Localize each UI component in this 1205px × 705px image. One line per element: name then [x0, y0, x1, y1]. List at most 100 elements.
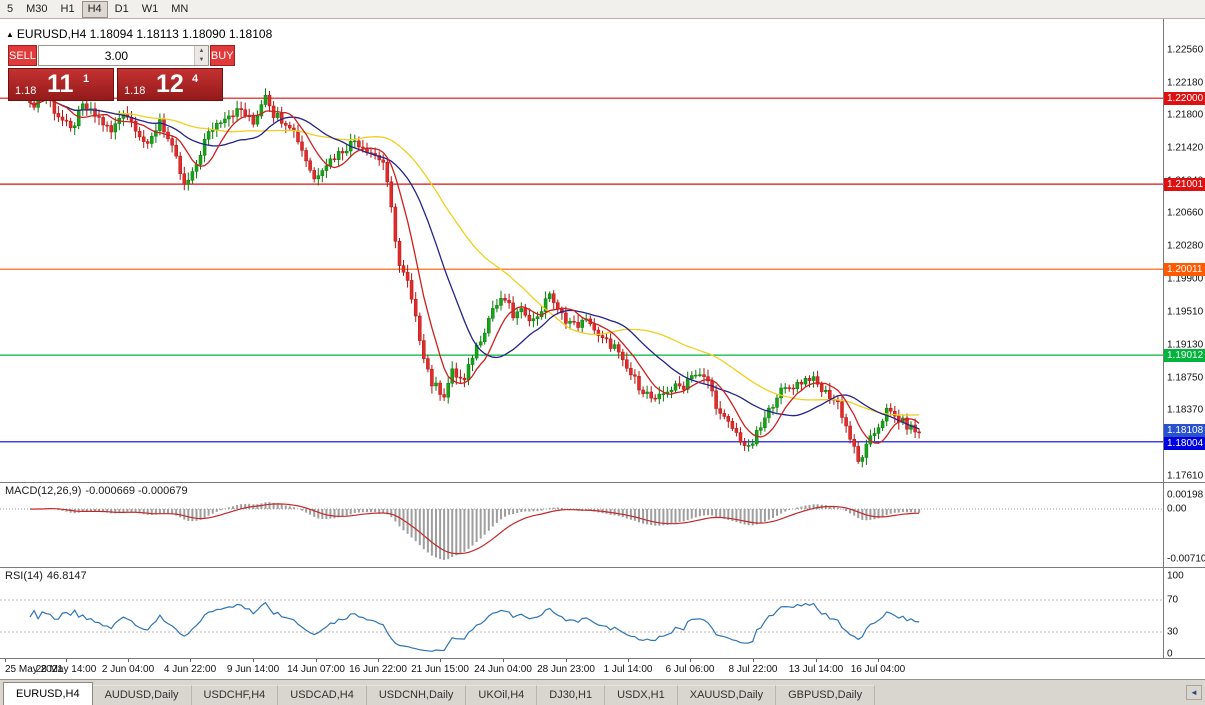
time-axis-label: 28 May 14:00	[35, 664, 97, 675]
chart-tab-xauusd-daily[interactable]: XAUUSD,Daily	[677, 685, 777, 705]
price-axis-label: 1.21800	[1167, 109, 1204, 121]
price-axis: 1.225601.221801.218001.214201.210401.206…	[1163, 19, 1205, 482]
sell-price-button[interactable]: 1.18 11 1	[8, 68, 114, 101]
time-axis-label: 16 Jul 04:00	[850, 664, 906, 675]
macd-canvas	[0, 502, 1163, 560]
tab-scroll-button[interactable]: ◄	[1186, 685, 1202, 700]
macd-label: MACD(12,26,9) -0.000669 -0.000679	[5, 485, 188, 497]
chart-tab-eurusd-h4[interactable]: EURUSD,H4	[3, 682, 93, 705]
timeframe-button-d1[interactable]: D1	[109, 1, 135, 18]
timeframe-button-5[interactable]: 5	[1, 1, 19, 18]
time-axis-tick	[190, 659, 191, 662]
price-axis-label: 1.17610	[1167, 470, 1204, 482]
price-axis-label: 1.19130	[1167, 339, 1204, 351]
price-axis-label: 1.19900	[1167, 273, 1204, 285]
timeframe-button-m30[interactable]: M30	[20, 1, 53, 18]
macd-panel[interactable]: MACD(12,26,9) -0.000669 -0.000679 0.00198…	[0, 482, 1205, 567]
one-click-trade-panel: SELL ▲ ▼ BUY 1.18 11 1 1.18	[8, 45, 235, 101]
sell-price-prefix: 1.18	[15, 85, 37, 97]
macd-axis-label: -0.00710	[1167, 553, 1205, 565]
timeframe-toolbar: 5 M30 H1 H4 D1 W1 MN	[0, 0, 1205, 19]
price-chart-canvas[interactable]	[0, 19, 1163, 482]
time-axis-label: 13 Jul 14:00	[788, 664, 844, 675]
time-axis-label: 1 Jul 14:00	[603, 664, 653, 675]
time-axis-label: 6 Jul 06:00	[665, 664, 715, 675]
macd-axis: 0.00198 0.00 -0.00710	[1163, 483, 1205, 567]
chart-tab-ukoil-h4[interactable]: UKOil,H4	[466, 685, 538, 705]
chart-marker-icon: ▲	[6, 30, 14, 39]
rsi-axis-label: 0	[1167, 648, 1173, 660]
timeframe-button-h1[interactable]: H1	[55, 1, 81, 18]
rsi-axis: 100 70 30 0	[1163, 568, 1205, 660]
rsi-value: 46.8147	[46, 570, 87, 582]
chart-tab-usdx-h1[interactable]: USDX,H1	[605, 685, 678, 705]
price-level-tag: 1.22000	[1164, 91, 1205, 105]
price-level-tag: 1.21001	[1164, 177, 1205, 191]
time-axis-label: 2 Jun 04:00	[101, 664, 155, 675]
time-axis-tick	[128, 659, 129, 662]
time-axis-tick	[566, 659, 567, 662]
chart-title: ▲ EURUSD,H4 1.18094 1.18113 1.18090 1.181…	[6, 27, 272, 41]
time-axis-label: 4 Jun 22:00	[163, 664, 217, 675]
chart-tabbar: EURUSD,H4 AUDUSD,Daily USDCHF,H4 USDCAD,H4 U…	[0, 679, 1205, 705]
volume-down-button[interactable]: ▼	[194, 55, 208, 65]
time-axis-tick	[253, 659, 254, 662]
buy-price-big: 12	[156, 70, 184, 98]
time-axis-tick	[316, 659, 317, 662]
chart-tab-dj30-h1[interactable]: DJ30,H1	[537, 685, 606, 705]
main-chart-panel[interactable]: ▲ EURUSD,H4 1.18094 1.18113 1.18090 1.181…	[0, 19, 1205, 482]
price-axis-label: 1.20660	[1167, 207, 1204, 219]
buy-price-sup: 4	[192, 73, 199, 85]
chart-tab-gbpusd-daily[interactable]: GBPUSD,Daily	[776, 685, 876, 705]
chart-tab-usdchf-h4[interactable]: USDCHF,H4	[191, 685, 279, 705]
price-axis-label: 1.22180	[1167, 77, 1204, 89]
price-level-tag: 1.20011	[1164, 262, 1205, 276]
chart-symbol-label: EURUSD,H4	[16, 27, 87, 41]
price-axis-label: 1.20280	[1167, 240, 1204, 252]
rsi-name: RSI(14)	[5, 570, 43, 582]
time-axis-label: 9 Jun 14:00	[226, 664, 280, 675]
time-axis-tick	[440, 659, 441, 662]
rsi-axis-label: 30	[1167, 626, 1179, 638]
rsi-axis-label: 70	[1167, 594, 1179, 606]
time-axis-tick	[503, 659, 504, 662]
sell-button[interactable]: SELL	[8, 45, 37, 66]
time-axis-tick	[628, 659, 629, 662]
time-axis-label: 28 Jun 23:00	[537, 664, 595, 675]
time-axis-label: 14 Jun 07:00	[287, 664, 345, 675]
timeframe-button-mn[interactable]: MN	[165, 1, 194, 18]
volume-input[interactable]	[38, 46, 194, 65]
volume-field: ▲ ▼	[37, 45, 209, 66]
rsi-panel[interactable]: RSI(14) 46.8147 100 70 30 0	[0, 567, 1205, 660]
macd-name: MACD(12,26,9)	[5, 485, 82, 497]
rsi-label: RSI(14) 46.8147	[5, 570, 87, 582]
buy-price-prefix: 1.18	[124, 85, 146, 97]
rsi-axis-label: 100	[1167, 570, 1184, 582]
volume-stepper: ▲ ▼	[193, 46, 208, 65]
chart-tab-usdcnh-daily[interactable]: USDCNH,Daily	[366, 685, 467, 705]
chart-tab-audusd-daily[interactable]: AUDUSD,Daily	[92, 685, 192, 705]
time-axis-label: 24 Jun 04:00	[474, 664, 532, 675]
time-axis-tick	[816, 659, 817, 662]
rsi-canvas	[0, 599, 1163, 652]
macd-axis-label: 0.00	[1167, 503, 1187, 515]
sell-price-sup: 1	[83, 73, 90, 85]
time-axis-tick	[378, 659, 379, 662]
time-axis-tick	[753, 659, 754, 662]
price-axis-label: 1.19510	[1167, 306, 1204, 318]
chart-ohlc-quotes: 1.18094 1.18113 1.18090 1.18108	[89, 27, 273, 41]
price-level-tag: 1.19012	[1164, 348, 1205, 362]
macd-axis-label: 0.00198	[1167, 489, 1204, 501]
price-level-tag: 1.18108	[1164, 424, 1205, 438]
volume-up-button[interactable]: ▲	[194, 46, 208, 56]
timeframe-button-h4[interactable]: H4	[81, 0, 108, 18]
time-axis-label: 16 Jun 22:00	[349, 664, 407, 675]
time-axis-tick	[878, 659, 879, 662]
chart-tab-usdcad-h4[interactable]: USDCAD,H4	[278, 685, 367, 705]
buy-button[interactable]: BUY	[209, 45, 235, 66]
time-axis: 25 May 2021 28 May 14:00 2 Jun 04:00 4 Jun …	[0, 658, 1205, 679]
time-axis-label: 25 May 2021	[5, 664, 63, 675]
buy-price-button[interactable]: 1.18 12 4	[117, 68, 223, 101]
time-axis-label: 8 Jul 22:00	[728, 664, 778, 675]
timeframe-button-w1[interactable]: W1	[136, 1, 165, 18]
